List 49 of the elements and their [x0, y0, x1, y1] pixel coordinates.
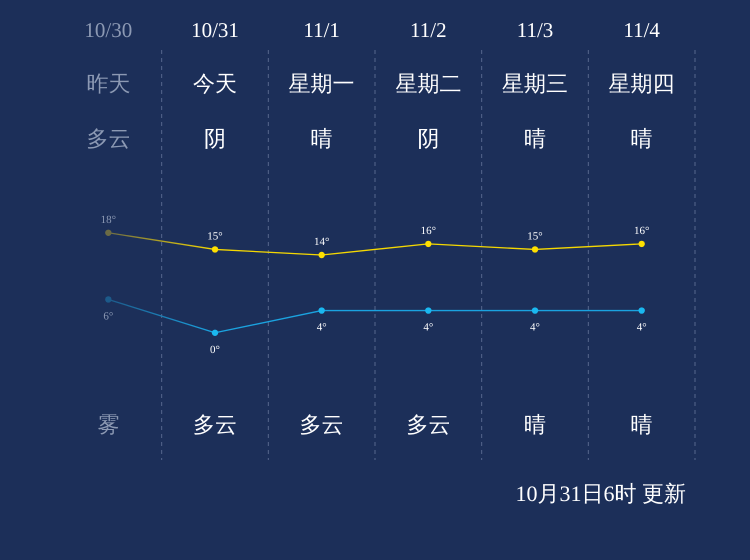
text: 晴: [630, 125, 654, 153]
text: 多云: [85, 125, 132, 153]
point: [105, 230, 112, 236]
text: 昨天: [85, 70, 132, 98]
text: 星期三: [501, 70, 569, 98]
x-tick-label: 11/3: [516, 18, 554, 42]
text: 星期四: [608, 70, 676, 98]
text: 多云: [405, 411, 452, 439]
text: 雾: [96, 411, 120, 439]
point: [425, 307, 432, 314]
x-tick-label: 10/31: [191, 18, 239, 42]
data-label: 15°: [207, 230, 223, 242]
text: 晴: [523, 411, 547, 439]
text: 多云: [192, 411, 238, 439]
point: [318, 252, 325, 258]
data-label: 4°: [636, 322, 647, 334]
text: 10月31日6时 更新: [516, 480, 686, 508]
data-label: 6°: [103, 310, 114, 322]
text: 星期一: [288, 70, 356, 98]
data-label: 4°: [423, 322, 434, 334]
point: [638, 307, 645, 314]
data-label: 18°: [100, 214, 116, 226]
text: 多云: [298, 411, 345, 439]
text: 晴: [523, 125, 547, 153]
x-tick-label: 10/30: [84, 18, 132, 42]
text: 晴: [630, 411, 654, 439]
point: [212, 246, 218, 253]
point: [318, 307, 325, 314]
x-tick-label: 11/1: [303, 18, 340, 42]
text: 阴: [203, 125, 227, 153]
data-label: 15°: [527, 230, 543, 242]
point: [425, 240, 432, 248]
text: 晴: [310, 125, 334, 153]
text: 星期二: [394, 70, 462, 98]
data-label: 16°: [634, 224, 650, 237]
text: 今天: [192, 70, 238, 98]
data-label: 0°: [210, 344, 220, 356]
data-label: 4°: [316, 322, 327, 334]
text: 阴: [416, 125, 440, 153]
point: [638, 240, 645, 248]
x-tick-label: 11/4: [623, 18, 660, 42]
x-tick-label: 11/2: [410, 18, 447, 42]
data-label: 16°: [420, 224, 436, 237]
point: [532, 307, 538, 314]
point: [212, 330, 218, 336]
point: [532, 246, 538, 253]
data-label: 14°: [314, 236, 330, 248]
data-label: 4°: [530, 322, 540, 334]
point: [105, 296, 112, 303]
